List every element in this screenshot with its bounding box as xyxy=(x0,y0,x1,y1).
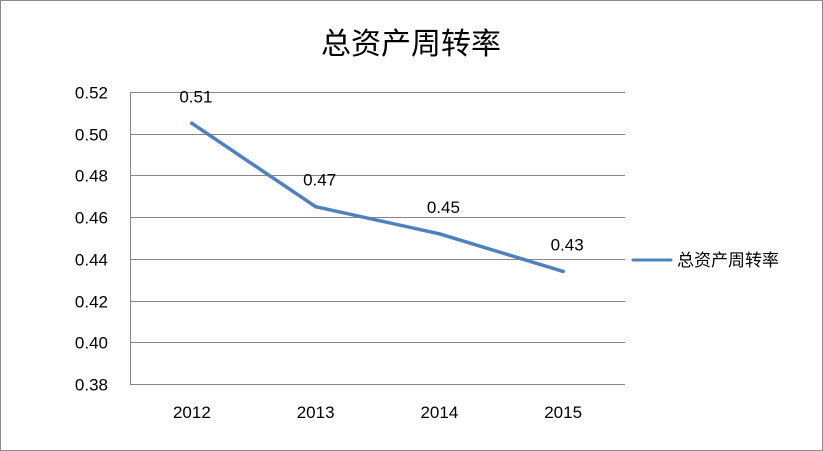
x-tick-label: 2013 xyxy=(297,403,335,422)
data-point xyxy=(561,269,565,274)
data-point xyxy=(190,121,194,126)
legend-label: 总资产周转率 xyxy=(677,251,779,271)
legend: 总资产周转率 xyxy=(631,251,779,271)
y-tick-label: 0.48 xyxy=(75,167,108,186)
data-label: 0.47 xyxy=(303,171,336,190)
x-tick-label: 2015 xyxy=(544,403,582,422)
series-layer xyxy=(190,121,565,274)
gridlines xyxy=(130,92,625,385)
data-point xyxy=(313,204,318,209)
x-tick-label: 2014 xyxy=(420,403,458,422)
y-tick-label: 0.46 xyxy=(75,209,108,228)
x-axis-ticks: 2012 2013 2014 2015 xyxy=(173,403,582,422)
y-tick-label: 0.40 xyxy=(75,334,108,353)
y-axis-ticks: 0.38 0.40 0.42 0.44 0.46 0.48 0.50 0.52 xyxy=(75,84,108,395)
data-label: 0.43 xyxy=(551,235,584,254)
series-line xyxy=(190,121,565,274)
y-tick-label: 0.42 xyxy=(75,293,108,312)
y-tick-label: 0.50 xyxy=(75,126,108,145)
chart-title: 总资产周转率 xyxy=(321,27,501,62)
data-labels: 0.51 0.47 0.45 0.43 xyxy=(179,87,583,254)
y-tick-label: 0.44 xyxy=(75,251,108,270)
y-tick-label: 0.52 xyxy=(75,84,108,103)
y-tick-label: 0.38 xyxy=(75,376,108,395)
data-label: 0.45 xyxy=(427,198,460,217)
x-tick-label: 2012 xyxy=(173,403,211,422)
data-label: 0.51 xyxy=(179,87,212,106)
data-point xyxy=(437,232,442,236)
